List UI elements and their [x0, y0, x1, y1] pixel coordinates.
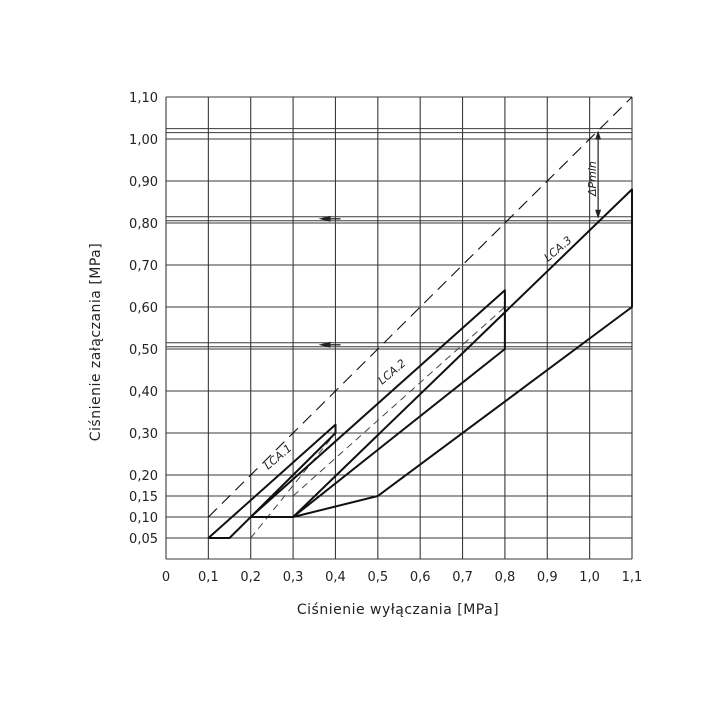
y-tick-label: 1,10: [129, 91, 158, 106]
y-tick-label: 0,20: [129, 469, 158, 484]
y-tick-label: 0,05: [129, 532, 158, 547]
series-region-3: [292, 188, 633, 518]
guide-dashed-line: [292, 306, 506, 497]
y-axis-title: Ciśnienie załączania [MPa]: [88, 243, 104, 441]
arrow-down-icon: [595, 209, 602, 219]
x-tick-label: 0,9: [537, 570, 558, 585]
y-tick-label: 0,15: [129, 490, 158, 505]
x-tick-label: 1,1: [622, 570, 643, 585]
arrow-left-icon: [318, 215, 331, 222]
x-tick-label: 0,4: [325, 570, 346, 585]
x-tick-label: 0,1: [198, 570, 219, 585]
tick-labels: 0 0,1 0,2 0,3 0,4 0,5 0,6 0,7 0,8 0,9 1,0 1,1 0,05 0,…: [129, 91, 642, 585]
diagonal-dashed-line: [208, 96, 633, 518]
arrow-left-icon: [318, 341, 331, 348]
series-label-lca1: LCA.1: [262, 442, 295, 473]
y-tick-label: 0,70: [129, 259, 158, 274]
guide-dashed-line: [250, 432, 336, 539]
series-region-1: [207, 423, 337, 539]
y-tick-label: 0,80: [129, 217, 158, 232]
x-tick-label: 0,8: [495, 570, 516, 585]
y-tick-label: 1,00: [129, 133, 158, 148]
x-tick-label: 0,3: [283, 570, 304, 585]
series-region-2: [250, 289, 506, 518]
y-tick-label: 0,10: [129, 511, 158, 526]
x-tick-label: 0,2: [240, 570, 261, 585]
series-layer: [207, 96, 633, 539]
x-tick-label: 0,5: [367, 570, 388, 585]
series-label-lca2: LCA.2: [376, 357, 409, 388]
y-tick-label: 0,50: [129, 343, 158, 358]
y-tick-label: 0,60: [129, 301, 158, 316]
y-tick-label: 0,40: [129, 385, 158, 400]
x-tick-label: 0: [162, 570, 170, 585]
arrow-up-icon: [595, 130, 602, 140]
x-tick-label: 0,7: [452, 570, 473, 585]
y-tick-label: 0,90: [129, 175, 158, 190]
x-tick-label: 0,6: [410, 570, 431, 585]
x-tick-label: 1,0: [579, 570, 600, 585]
reference-lines: [166, 128, 632, 539]
delta-pmin-annotation: ΔPmin: [586, 161, 599, 197]
x-axis-title: Ciśnienie wyłączania [MPa]: [297, 602, 499, 618]
y-tick-label: 0,30: [129, 427, 158, 442]
